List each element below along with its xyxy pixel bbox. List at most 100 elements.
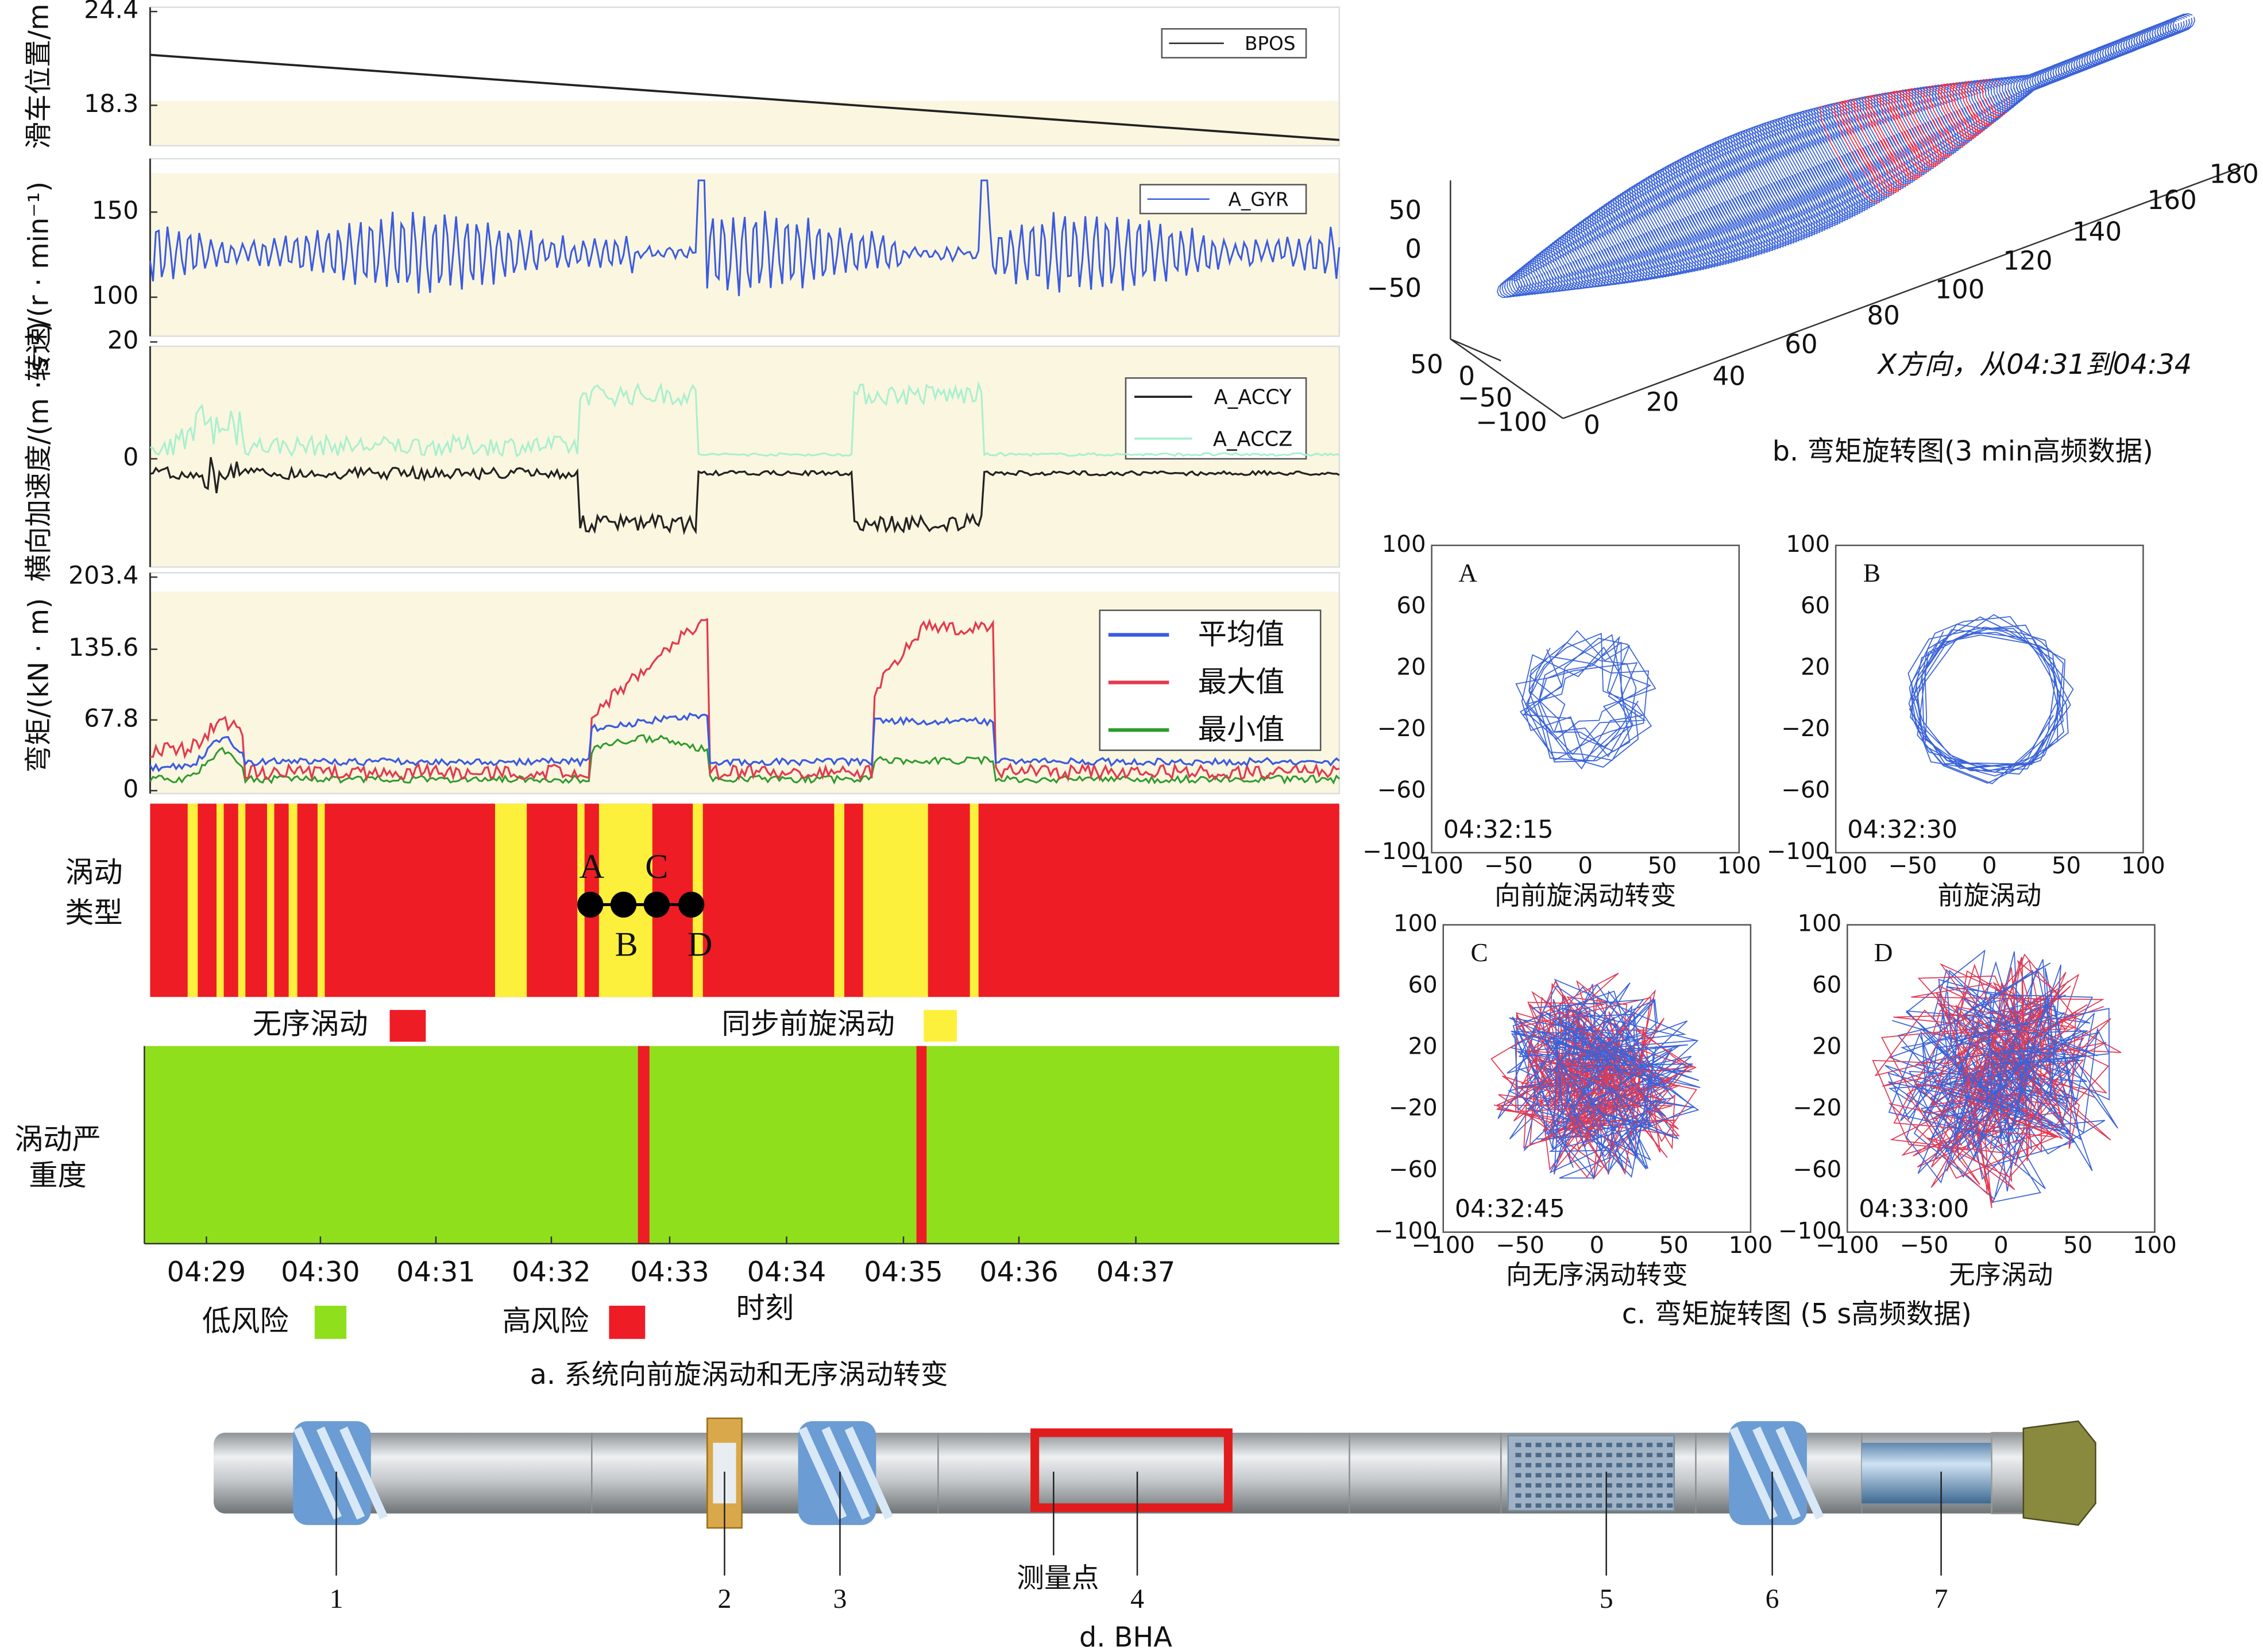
rotation-trace — [1897, 89, 1944, 163]
x-tick-label: 0 — [1578, 853, 1593, 879]
mesh-hole — [1555, 1483, 1562, 1488]
mesh-hole — [1606, 1473, 1612, 1477]
stabilizer-blade — [316, 1426, 365, 1520]
rotation-trace — [1548, 241, 1583, 290]
mesh-hole — [1647, 1453, 1653, 1457]
mesh-hole — [1566, 1493, 1572, 1498]
mesh-hole — [1626, 1453, 1632, 1457]
mesh-hole — [1575, 1493, 1582, 1498]
rotation-trace — [1643, 177, 1702, 271]
plot-caption: 向无序涡动转变 — [1506, 1260, 1688, 1290]
y-tick-label: 18.3 — [84, 90, 138, 118]
legend-label: 最小值 — [1198, 712, 1285, 746]
rotation-trace — [1622, 189, 1676, 276]
mesh-hole — [1566, 1442, 1572, 1448]
rotation-trace — [1923, 86, 1965, 148]
y-tick-label: 20 — [1408, 1034, 1438, 1060]
mesh-hole — [1566, 1483, 1572, 1488]
gyr-signal — [149, 179, 1341, 296]
mesh-hole — [1667, 1473, 1673, 1477]
legend-label: 平均值 — [1198, 617, 1285, 651]
severity-strip — [144, 1046, 1339, 1244]
tick-label: 120 — [2003, 245, 2052, 276]
y-tick-label: −60 — [1377, 777, 1426, 803]
plot-time: 04:32:45 — [1455, 1195, 1565, 1224]
mesh-hole — [1546, 1463, 1552, 1468]
y-tick-label: 20 — [1812, 1034, 1841, 1060]
caption: a. 系统向前旋涡动和无序涡动转变 — [530, 1359, 948, 1391]
mesh-hole — [1656, 1503, 1663, 1508]
y-axis-label: 弯矩/(kN · m) — [23, 598, 55, 772]
tick-label: 0 — [1584, 410, 1600, 440]
stabilizer-blade — [293, 1426, 342, 1520]
rotation-trace — [1629, 185, 1685, 274]
plot-caption: 无序涡动 — [1949, 1260, 2053, 1290]
mesh-hole — [1525, 1503, 1532, 1508]
y-tick-label: 60 — [1812, 972, 1841, 999]
mesh-hole — [1626, 1493, 1632, 1498]
mesh-hole — [1606, 1503, 1612, 1508]
mesh-hole — [1535, 1493, 1542, 1498]
y-tick-label: 60 — [1396, 593, 1426, 619]
mesh-hole — [1596, 1483, 1602, 1488]
plot-caption: 向前旋涡动转变 — [1494, 880, 1677, 911]
mesh-hole — [1596, 1442, 1602, 1448]
mesh-hole — [1626, 1483, 1632, 1488]
mesh-hole — [1636, 1453, 1643, 1457]
mesh-hole — [1616, 1493, 1623, 1498]
mesh-hole — [1656, 1483, 1663, 1488]
vortex-band — [495, 803, 527, 997]
rotation-trace — [1911, 87, 1956, 154]
x-tick-label: −50 — [1484, 853, 1533, 879]
rotation-trace — [1879, 92, 1930, 172]
mesh-hole — [1546, 1473, 1552, 1477]
mesh-hole — [1566, 1453, 1572, 1457]
rotation-trace — [1553, 238, 1589, 289]
rotation-trace — [1633, 183, 1690, 273]
mesh-hole — [1636, 1503, 1643, 1508]
mesh-hole — [1626, 1473, 1632, 1477]
rotation-trace — [1636, 181, 1693, 273]
axis-3d — [1450, 338, 1501, 362]
mesh-hole — [1647, 1483, 1653, 1488]
tick-label: 100 — [1935, 274, 1984, 305]
stabilizer-blade — [339, 1426, 388, 1520]
y-tick-label: 100 — [1393, 911, 1438, 937]
x-tick-label: 100 — [1717, 853, 1761, 879]
tick-label: 50 — [1388, 195, 1422, 225]
mesh-hole — [1667, 1483, 1673, 1488]
mesh-hole — [1667, 1453, 1673, 1457]
torque-mean — [149, 712, 1340, 772]
mesh-hole — [1616, 1453, 1623, 1457]
legend-box — [1125, 377, 1307, 460]
mesh-hole — [1555, 1473, 1562, 1477]
axis-3d — [1450, 338, 1564, 419]
rotation-trace — [1557, 235, 1595, 288]
mesh-hole — [1575, 1442, 1582, 1448]
tick-label: 0 — [1405, 234, 1422, 264]
rotation-trace — [2172, 13, 2195, 32]
legend-label: A_GYR — [1229, 188, 1289, 210]
mesh-hole — [1535, 1503, 1542, 1508]
y-tick-label: −100 — [1778, 1218, 1841, 1244]
y-axis-label: 滑车位置/m — [23, 3, 55, 149]
mesh-hole — [1525, 1483, 1532, 1488]
stabilizer-blade — [1775, 1426, 1824, 1520]
mesh-hole — [1606, 1463, 1612, 1468]
mesh-hole — [1616, 1442, 1623, 1448]
tick-label: 160 — [2147, 185, 2196, 215]
torque-min — [149, 734, 1340, 785]
y-tick-label: 100 — [1786, 531, 1830, 558]
y-tick-label: −60 — [1793, 1156, 1841, 1183]
rotation-trace — [1917, 86, 1960, 151]
x-tick-label: −100 — [1412, 1232, 1475, 1259]
mesh-hole — [1606, 1442, 1612, 1448]
legend-label: 无序涡动 — [253, 1007, 368, 1040]
rotation-trace — [1900, 89, 1947, 161]
x-tick-label: −100 — [1400, 853, 1463, 879]
y-tick-label: −20 — [1389, 1095, 1438, 1121]
mesh-hole — [1647, 1493, 1653, 1498]
rotation-trace — [1871, 94, 1924, 177]
rotation-trace — [1894, 90, 1942, 164]
mesh-hole — [1606, 1483, 1612, 1488]
